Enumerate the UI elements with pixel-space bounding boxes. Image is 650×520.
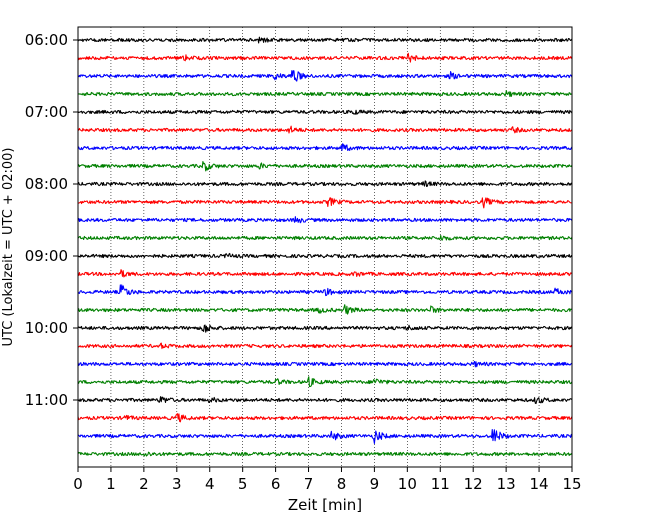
y-tick-label: 08:00 bbox=[25, 175, 68, 193]
y-axis-label: UTC (Lokalzeit = UTC + 02:00) bbox=[1, 148, 16, 347]
x-tick-label: 7 bbox=[304, 475, 314, 493]
trace-1100 bbox=[77, 396, 573, 405]
y-tick-label: 09:00 bbox=[25, 247, 68, 265]
trace-0915 bbox=[77, 269, 573, 278]
x-tick-label: 11 bbox=[431, 475, 450, 493]
x-tick-label: 4 bbox=[205, 475, 215, 493]
trace-0700 bbox=[77, 109, 573, 115]
x-tick-label: 1 bbox=[106, 475, 116, 493]
x-tick-label: 6 bbox=[271, 475, 281, 493]
x-tick-label: 14 bbox=[530, 475, 549, 493]
y-tick-label: 10:00 bbox=[25, 319, 68, 337]
x-tick-label: 13 bbox=[497, 475, 516, 493]
trace-1030 bbox=[77, 360, 573, 368]
trace-1130 bbox=[77, 428, 573, 444]
y-tick-label: 07:00 bbox=[25, 103, 68, 121]
x-tick-label: 8 bbox=[337, 475, 347, 493]
y-tick-label: 06:00 bbox=[25, 31, 68, 49]
x-tick-label: 0 bbox=[73, 475, 83, 493]
x-tick-label: 3 bbox=[172, 475, 182, 493]
trace-1145 bbox=[77, 451, 573, 457]
x-axis: 0 1 2 3 4 5 6 7 8 9 10 11 12 13 14 15 bbox=[73, 467, 582, 493]
x-axis-label: Zeit [min] bbox=[288, 496, 362, 514]
trace-0645 bbox=[77, 90, 573, 98]
x-tick-label: 12 bbox=[464, 475, 483, 493]
y-tick-label: 11:00 bbox=[25, 391, 68, 409]
trace-0745 bbox=[77, 161, 573, 172]
x-tick-label: 10 bbox=[398, 475, 417, 493]
x-tick-label: 9 bbox=[370, 475, 380, 493]
trace-1015 bbox=[77, 342, 573, 350]
x-tick-label: 15 bbox=[562, 475, 581, 493]
trace-0845 bbox=[77, 234, 573, 241]
trace-0800 bbox=[77, 180, 573, 188]
trace-0615 bbox=[77, 52, 573, 63]
trace-0730 bbox=[77, 143, 573, 152]
plot-frame bbox=[77, 26, 573, 468]
trace-0830 bbox=[77, 216, 573, 224]
trace-0715 bbox=[77, 125, 573, 134]
trace-1000 bbox=[77, 324, 573, 333]
trace-0630 bbox=[77, 70, 573, 82]
trace-1115 bbox=[77, 413, 573, 423]
trace-0600 bbox=[77, 36, 573, 44]
x-tick-label: 5 bbox=[238, 475, 248, 493]
seismogram-traces bbox=[77, 36, 573, 457]
trace-0945 bbox=[77, 304, 573, 315]
trace-1045 bbox=[77, 376, 573, 388]
y-axis: 06:00 07:00 08:00 09:00 10:00 11:00 bbox=[25, 31, 78, 409]
x-tick-label: 2 bbox=[139, 475, 149, 493]
trace-0930 bbox=[77, 284, 573, 297]
trace-0815 bbox=[77, 197, 573, 209]
trace-0900 bbox=[77, 252, 573, 259]
